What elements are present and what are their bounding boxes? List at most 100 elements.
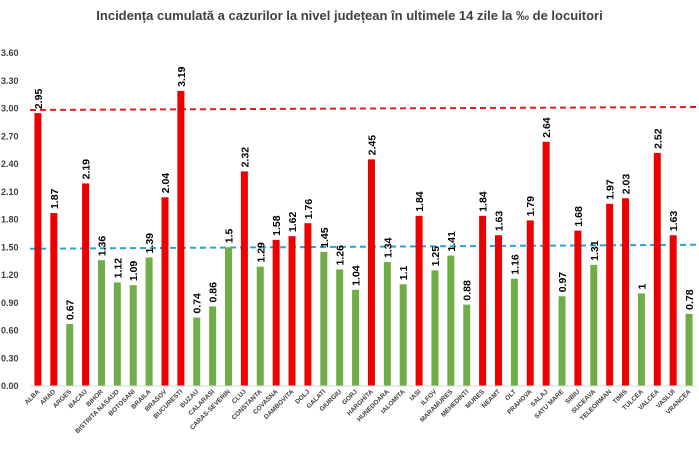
data-label: 1.1 xyxy=(398,265,410,280)
bars xyxy=(34,90,693,387)
data-label: 3.19 xyxy=(176,66,188,87)
reference-line xyxy=(29,243,698,250)
y-tick-label: 0.90 xyxy=(1,298,19,308)
bar-giurgiu xyxy=(336,269,344,386)
data-label: 2.32 xyxy=(239,147,251,168)
data-label: 0.78 xyxy=(684,289,696,310)
bar-bucuresti xyxy=(177,90,185,387)
data-label: 2.64 xyxy=(541,117,553,138)
y-tick-label: 0.00 xyxy=(1,381,19,391)
data-label: 1.58 xyxy=(271,215,283,236)
bar-bihor xyxy=(97,260,105,386)
x-tick-label: ALBA xyxy=(24,388,42,406)
reference-line xyxy=(29,106,698,111)
data-label: 1.84 xyxy=(478,191,490,212)
data-label: 1.87 xyxy=(49,188,61,209)
data-label: 1.34 xyxy=(382,237,394,258)
data-label: 1.63 xyxy=(493,211,505,232)
bar-suceava xyxy=(590,264,598,386)
value-labels: 2.95 1.87 0.67 2.19 1.36 1.12 1.09 1.39 2.04 3.19… xyxy=(33,66,696,320)
data-label: 1.36 xyxy=(96,236,108,257)
y-axis: 0.00 0.30 0.60 0.90 1.20 1.50 1.80 2.10 2.40 2.70… xyxy=(1,48,19,391)
bar-satu-mare xyxy=(558,296,566,386)
data-label: 1.25 xyxy=(430,246,442,267)
bar-gorj xyxy=(352,289,360,386)
bar-iasi xyxy=(415,215,423,386)
y-tick-label: 3.30 xyxy=(1,76,19,86)
data-label: 1.79 xyxy=(525,196,537,217)
bar-botosani xyxy=(129,285,137,386)
reference-lines xyxy=(29,106,698,250)
bar-salaj xyxy=(542,141,550,386)
data-label: 1.76 xyxy=(303,199,315,220)
bar-vaslui xyxy=(669,235,677,386)
data-label: 1.26 xyxy=(335,245,347,266)
bar-mehedinti xyxy=(463,304,471,386)
data-label: 2.95 xyxy=(33,89,45,110)
bar-maramures xyxy=(447,255,455,386)
data-label: 2.45 xyxy=(366,135,378,156)
data-label: 1.16 xyxy=(509,254,521,275)
bar-sibiu xyxy=(574,230,582,386)
data-label: 2.04 xyxy=(160,173,172,194)
y-tick-label: 1.20 xyxy=(1,270,19,280)
bar-bacau xyxy=(82,183,90,386)
data-label: 1 xyxy=(636,284,648,290)
chart-title: Incidența cumulată a cazurilor la nivel … xyxy=(96,8,603,23)
y-tick-label: 2.70 xyxy=(1,131,19,141)
y-tick-label: 0.60 xyxy=(1,326,19,336)
y-tick-label: 1.80 xyxy=(1,215,19,225)
y-tick-label: 0.30 xyxy=(1,353,19,363)
bar-cluj xyxy=(240,171,248,386)
bar-teleorman xyxy=(606,203,614,386)
bar-constanta xyxy=(256,266,264,386)
data-label: 0.88 xyxy=(462,280,474,301)
y-tick-label: 3.00 xyxy=(1,104,19,114)
bar-galati xyxy=(320,251,328,386)
data-label: 2.52 xyxy=(652,128,664,149)
bar-prahova xyxy=(526,220,534,386)
data-label: 1.29 xyxy=(255,242,267,263)
data-label: 1.45 xyxy=(319,227,331,248)
bar-timis xyxy=(622,198,630,386)
bar-dambovita xyxy=(288,236,296,386)
bar-calarasi xyxy=(209,306,217,386)
data-label: 1.97 xyxy=(605,179,617,200)
data-label: 1.31 xyxy=(589,240,601,261)
y-tick-label: 3.60 xyxy=(1,48,19,58)
bar-harghita xyxy=(367,159,375,386)
data-label: 0.67 xyxy=(65,299,77,320)
data-label: 1.12 xyxy=(112,258,124,279)
bar-caras-severin xyxy=(225,247,233,386)
bar-covasna xyxy=(272,239,280,386)
bar-tulcea xyxy=(637,293,645,386)
y-tick-label: 2.10 xyxy=(1,187,19,197)
data-label: 2.03 xyxy=(621,174,633,195)
data-label: 1.04 xyxy=(351,265,363,286)
bar-braila xyxy=(145,257,153,386)
bar-bistrita-nasaud xyxy=(113,282,121,386)
bar-neamt xyxy=(494,235,502,386)
y-tick-label: 1.50 xyxy=(1,242,19,252)
data-label: 1.41 xyxy=(446,231,458,252)
bar-ilfov xyxy=(431,270,439,386)
bar-olt xyxy=(510,278,518,386)
bar-dolj xyxy=(304,223,312,386)
bar-arges xyxy=(66,324,74,386)
bar-alba xyxy=(34,113,42,386)
data-label: 0.74 xyxy=(192,293,204,314)
data-label: 2.19 xyxy=(81,159,93,180)
data-label: 1.68 xyxy=(573,206,585,227)
data-label: 0.97 xyxy=(557,272,569,293)
bar-hunedoara xyxy=(383,262,391,386)
data-label: 1.63 xyxy=(668,211,680,232)
data-label: 1.09 xyxy=(128,261,140,282)
data-label: 1.84 xyxy=(414,191,426,212)
bar-arad xyxy=(50,213,58,386)
bar-ialomita xyxy=(399,284,407,386)
y-tick-label: 2.40 xyxy=(1,159,19,169)
data-label: 0.86 xyxy=(208,282,220,303)
data-label: 1.62 xyxy=(287,212,299,233)
